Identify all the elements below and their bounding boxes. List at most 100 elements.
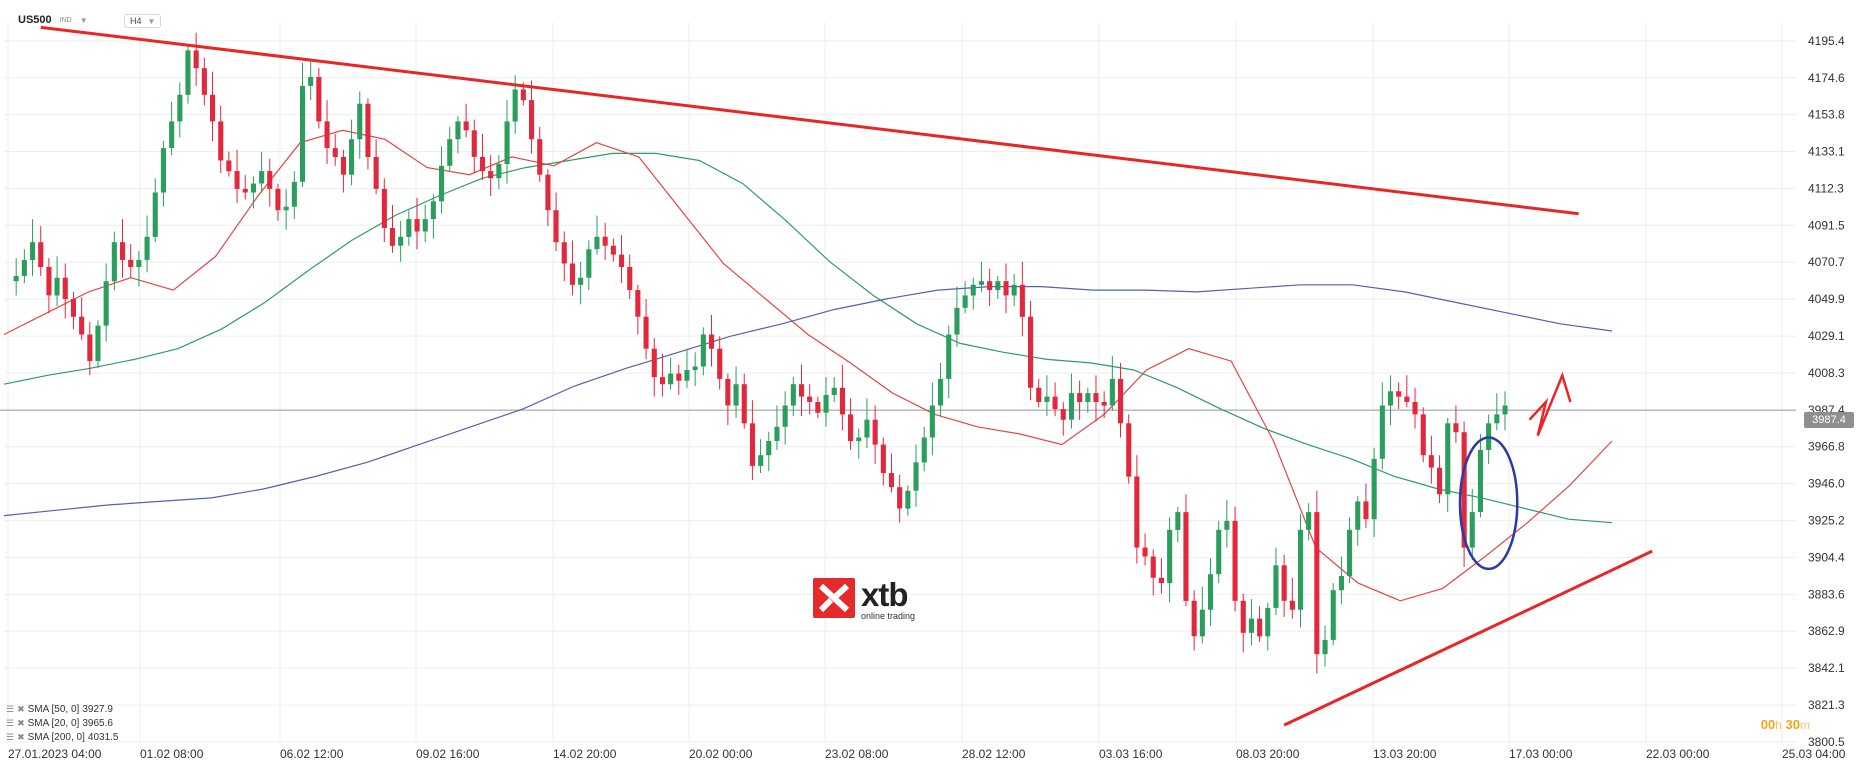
price-axis: 4195.4 4174.6 4153.8 4133.1 4112.3 4091.5 4070… — [1808, 34, 1845, 749]
candle-body — [970, 284, 976, 296]
candle-body — [177, 94, 183, 122]
symbol-header[interactable]: US500 IND ▼ — [18, 14, 88, 26]
candle-body — [888, 473, 894, 488]
candle-body — [13, 275, 19, 282]
candle-body — [349, 139, 355, 175]
x-tick-label: 22.03 00:00 — [1646, 747, 1710, 761]
y-tick-label: 3821.3 — [1808, 698, 1845, 712]
candle-body — [790, 384, 796, 406]
candle-body — [553, 210, 559, 243]
candle-body — [95, 325, 101, 362]
logo-name: xtb — [861, 576, 909, 613]
legend-value: 3965.6 — [82, 718, 113, 729]
candle-body — [1052, 396, 1058, 409]
candle-body — [1036, 387, 1042, 402]
candle-body — [1338, 576, 1344, 591]
y-tick-label: 4091.5 — [1808, 218, 1845, 232]
settings-icon[interactable]: ☰ — [6, 732, 15, 742]
candle-body — [1101, 402, 1107, 406]
x-tick-label: 01.02 08:00 — [140, 747, 204, 761]
candle-body — [1420, 414, 1426, 456]
candle-body — [1028, 316, 1034, 388]
candle-body — [79, 316, 85, 335]
legend-value: 3927.9 — [82, 704, 113, 715]
candle-body — [700, 334, 706, 367]
settings-icon[interactable]: ☰ — [6, 718, 15, 728]
y-tick-label: 4195.4 — [1808, 34, 1845, 48]
logo-mark — [813, 578, 855, 618]
candle-body — [1355, 501, 1361, 530]
candle-body — [463, 121, 469, 131]
candle-body — [1199, 609, 1205, 637]
candle-body — [357, 103, 363, 140]
candle-body — [1085, 393, 1091, 402]
close-icon[interactable]: ✖ — [17, 718, 25, 728]
close-icon[interactable]: ✖ — [17, 704, 25, 714]
candle-body — [1003, 281, 1009, 296]
candle-body — [1281, 565, 1287, 601]
candle-body — [1330, 590, 1336, 640]
settings-icon[interactable]: ☰ — [6, 704, 15, 714]
candle-body — [430, 201, 436, 220]
candle-body — [479, 156, 485, 172]
candle-body — [1093, 393, 1099, 402]
legend-sma200[interactable]: ☰ ✖ SMA [200, 0] 4031.5 — [6, 732, 118, 743]
candle-body — [913, 462, 919, 491]
candle-body — [586, 249, 592, 278]
candle-body — [1404, 396, 1410, 402]
candle-body — [488, 171, 494, 179]
timeframe-selector[interactable]: H4 ▼ — [124, 14, 162, 28]
candle-body — [111, 242, 117, 282]
candle-body — [782, 405, 788, 427]
candle-body — [1298, 529, 1304, 610]
candle-body — [169, 121, 175, 148]
candle-body — [291, 181, 297, 207]
candle-body — [250, 183, 256, 193]
candle-body — [1208, 574, 1214, 610]
y-tick-label: 4112.3 — [1808, 181, 1844, 195]
candle-body — [1134, 476, 1140, 548]
sma-line-2 — [3, 284, 1613, 517]
candle-body — [1232, 520, 1238, 601]
x-tick-label: 13.03 20:00 — [1373, 747, 1437, 761]
candle-body — [962, 295, 968, 308]
candlesticks — [13, 32, 1508, 674]
x-tick-label: 03.03 16:00 — [1099, 747, 1163, 761]
chevron-down-icon[interactable]: ▼ — [79, 15, 88, 25]
candle-body — [1019, 284, 1025, 317]
legend-value: 4031.5 — [87, 732, 119, 743]
candle-body — [856, 437, 862, 442]
legend-sma20[interactable]: ☰ ✖ SMA [20, 0] 3965.6 — [6, 718, 113, 729]
trendline-support — [1283, 549, 1653, 727]
y-tick-label: 4008.3 — [1808, 366, 1845, 380]
candle-body — [1273, 565, 1279, 608]
candle-body — [905, 490, 911, 509]
candle-body — [897, 487, 903, 509]
candle-body — [610, 245, 616, 255]
candle-body — [864, 419, 870, 438]
sma-line-1 — [3, 129, 1613, 602]
candle-body — [1437, 467, 1443, 495]
candle-body — [300, 85, 306, 182]
close-icon[interactable]: ✖ — [17, 732, 25, 742]
candle-body — [529, 100, 535, 140]
candle-body — [1363, 501, 1369, 520]
candle-body — [103, 281, 109, 326]
candle-body — [815, 402, 821, 413]
candle-body — [210, 94, 216, 122]
y-tick-label: 3904.4 — [1808, 551, 1845, 565]
candle-body — [749, 423, 755, 466]
candle-body — [872, 419, 878, 445]
candle-body — [1109, 378, 1115, 406]
drawings — [40, 25, 1653, 727]
candle-body — [504, 121, 510, 164]
y-tick-label: 4049.9 — [1808, 292, 1845, 306]
candle-body — [1445, 423, 1451, 495]
candle-body — [1257, 618, 1263, 637]
legend-sma50[interactable]: ☰ ✖ SMA [50, 0] 3927.9 — [6, 704, 113, 715]
candle-body — [1461, 432, 1467, 548]
candle-timer: 00h 30m — [1761, 717, 1810, 732]
candle-body — [619, 254, 625, 267]
candle-body — [1118, 378, 1124, 424]
